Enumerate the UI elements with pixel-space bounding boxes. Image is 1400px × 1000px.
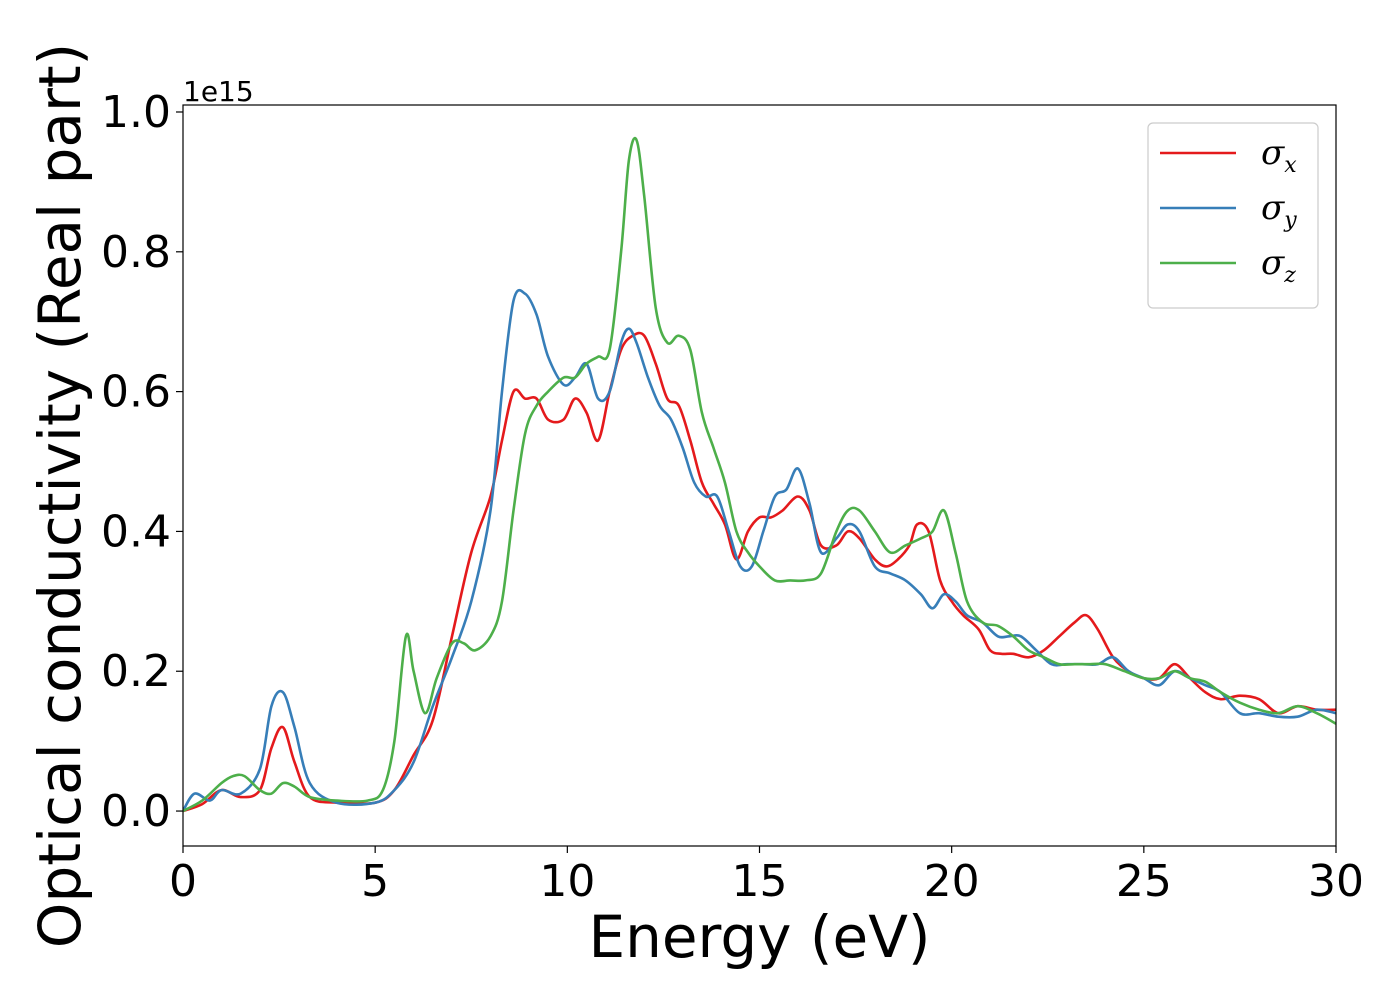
x-tick-label: 5	[361, 856, 389, 907]
series-layer	[183, 136, 1336, 813]
y-tick-label: 1.0	[101, 87, 171, 138]
x-axis-title: Energy (eV)	[588, 903, 930, 971]
x-tick-label: 20	[924, 856, 980, 907]
y-tick-label: 0.0	[101, 786, 171, 837]
x-tick-label: 25	[1116, 856, 1172, 907]
legend-subscript: x	[1284, 153, 1297, 178]
y-axis-title: Optical conductivity (Real part)	[26, 43, 94, 948]
x-tick-label: 30	[1308, 856, 1364, 907]
y-axis: 0.0 0.2 0.4 0.6 0.8 1.0	[101, 87, 183, 837]
x-axis: 0 5 10 15 20 25 30	[169, 846, 1364, 907]
y-tick-label: 0.6	[101, 367, 171, 418]
x-tick-label: 15	[732, 856, 788, 907]
x-tick-label: 10	[539, 856, 595, 907]
x-tick-label: 0	[169, 856, 197, 907]
legend-subscript: y	[1283, 208, 1297, 233]
series-line-z	[183, 136, 1336, 813]
legend-subscript: z	[1283, 263, 1296, 288]
series-line-x	[183, 331, 1336, 813]
y-tick-label: 0.8	[101, 227, 171, 278]
series-line-y	[183, 288, 1336, 812]
y-offset-label: 1e15	[183, 75, 254, 108]
y-tick-label: 0.2	[101, 646, 171, 697]
y-tick-label: 0.4	[101, 506, 171, 557]
